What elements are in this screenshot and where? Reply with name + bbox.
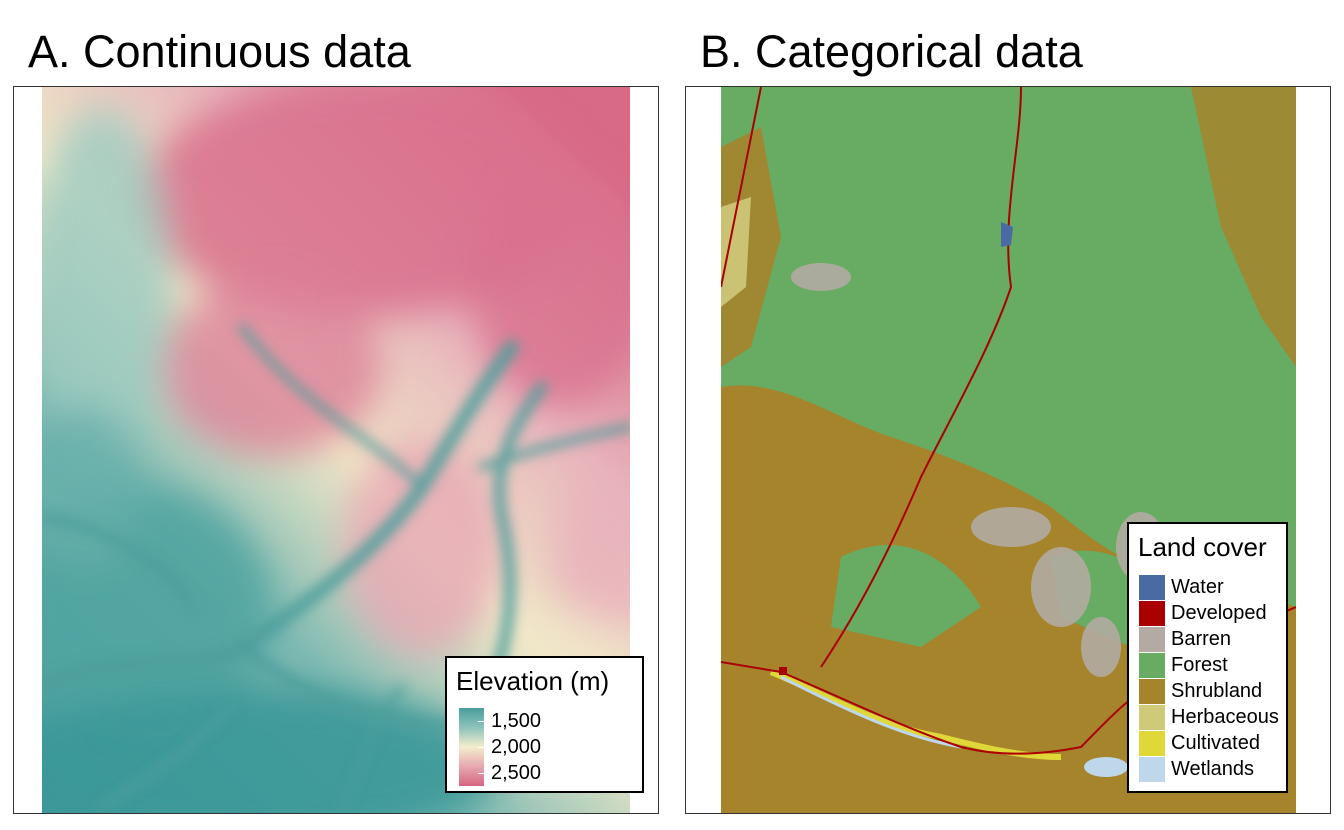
legend-swatch (1139, 653, 1165, 678)
panel-a-title: A. Continuous data (28, 26, 411, 77)
legend-swatch (1139, 627, 1165, 652)
legend-class-label: Developed (1171, 602, 1267, 624)
elevation-legend: Elevation (m) 1,500 2,000 2,500 (445, 656, 644, 793)
panel-b-title: B. Categorical data (700, 26, 1083, 77)
elevation-raster (42, 87, 630, 813)
land-cover-legend: Land cover Water Developed Barren Forest Shr… (1127, 522, 1288, 793)
legend-tick-mark (478, 773, 484, 774)
legend-class-label: Cultivated (1171, 732, 1260, 754)
legend-tick-mark (478, 747, 484, 748)
legend-class-label: Wetlands (1171, 758, 1255, 780)
legend-class-label: Forest (1171, 654, 1228, 676)
continuous-map-frame (13, 86, 659, 814)
legend-swatch (1139, 679, 1165, 704)
legend-swatch (1139, 731, 1165, 756)
legend-class-label: Herbaceous (1171, 706, 1279, 728)
legend-tick-label: 2,500 (491, 762, 542, 784)
legend-tick-mark (478, 721, 484, 722)
legend-class-label: Barren (1171, 628, 1232, 650)
legend-swatch (1139, 601, 1165, 626)
legend-class-label: Water (1171, 576, 1224, 598)
legend-swatch (1139, 757, 1165, 782)
legend-tick-label: 1,500 (491, 710, 542, 732)
legend-swatch (1139, 575, 1165, 600)
legend-tick-label: 2,000 (491, 736, 542, 758)
legend-class-label: Shrubland (1171, 680, 1263, 702)
land-cover-legend-title: Land cover (1138, 532, 1267, 562)
legend-swatch (1139, 705, 1165, 730)
elevation-legend-title: Elevation (m) (456, 666, 610, 696)
